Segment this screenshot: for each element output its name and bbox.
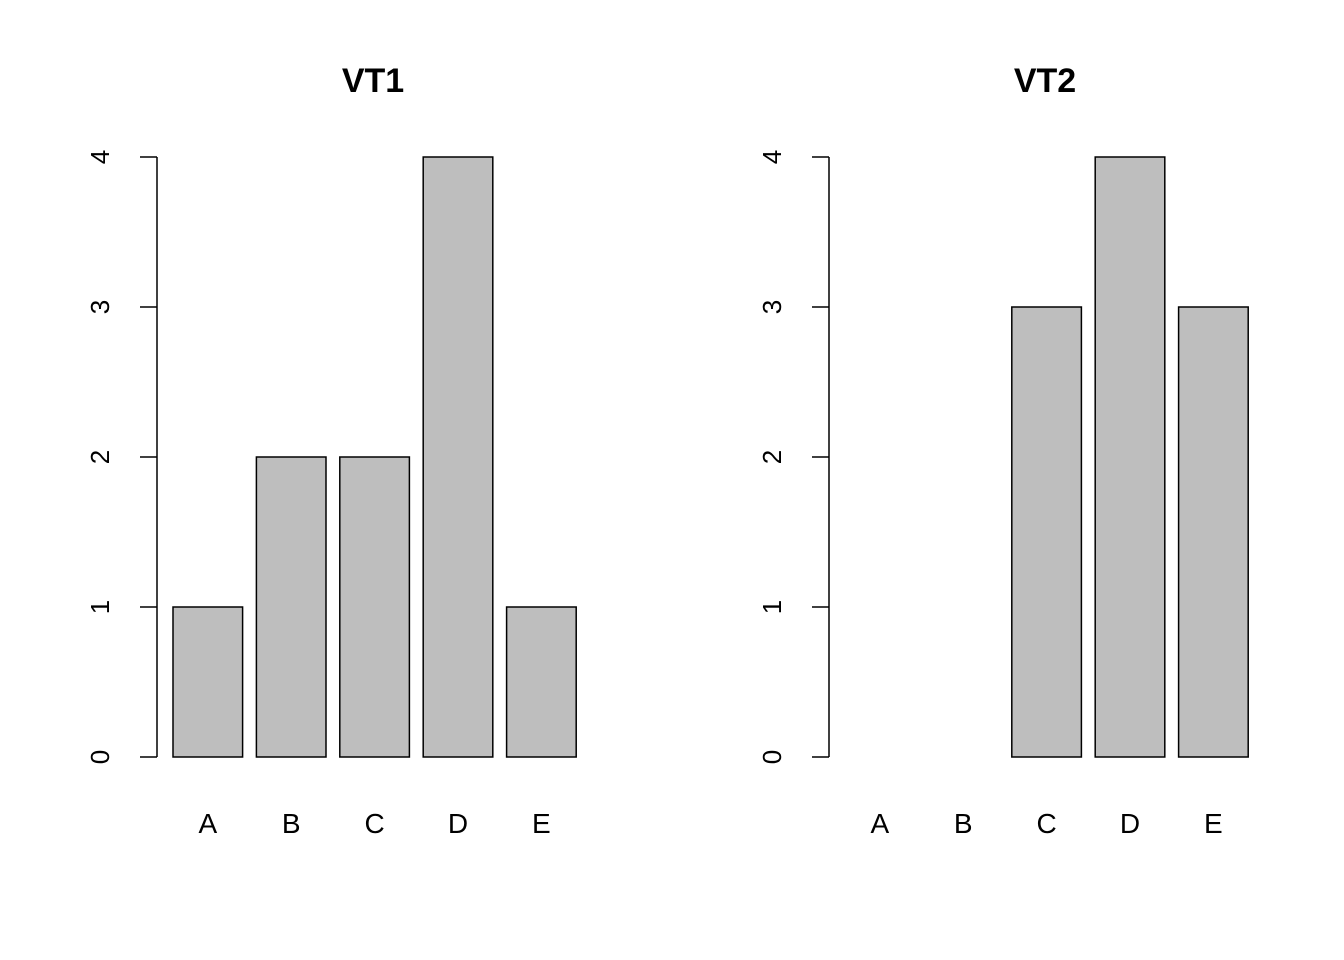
x-tick-label: C <box>364 808 384 839</box>
y-tick-label: 2 <box>757 450 787 464</box>
bar-E <box>505 606 577 758</box>
y-tick-label: 3 <box>757 300 787 314</box>
x-tick-label: D <box>1120 808 1140 839</box>
chart-title: VT1 <box>342 62 404 100</box>
y-tick-label: 2 <box>85 450 115 464</box>
y-tick-label: 1 <box>85 600 115 614</box>
bar-C <box>339 456 411 758</box>
y-tick-label: 0 <box>85 750 115 764</box>
chart-panel-2: VT2 0 1 2 3 4 A B C D E <box>757 62 1249 839</box>
bar-B <box>255 456 327 758</box>
y-tick-label: 3 <box>85 300 115 314</box>
x-tick-label: B <box>282 808 301 839</box>
bar-E <box>1177 306 1249 758</box>
x-tick-label: A <box>198 808 217 839</box>
y-tick-label: 4 <box>757 150 787 164</box>
x-tick-label: E <box>532 808 551 839</box>
bar-A <box>172 606 244 758</box>
bar-D <box>1094 156 1166 758</box>
x-tick-label: A <box>870 808 889 839</box>
y-tick-label: 1 <box>757 600 787 614</box>
x-tick-label: D <box>448 808 468 839</box>
bar-C <box>1011 306 1083 758</box>
x-tick-label: C <box>1036 808 1056 839</box>
chart-title: VT2 <box>1014 62 1076 100</box>
y-tick-label: 4 <box>85 150 115 164</box>
x-tick-label: B <box>954 808 973 839</box>
chart-panel-1: VT1 0 1 2 3 4 A B C D E <box>85 62 577 839</box>
y-tick-label: 0 <box>757 750 787 764</box>
x-tick-label: E <box>1204 808 1223 839</box>
bar-D <box>422 156 494 758</box>
